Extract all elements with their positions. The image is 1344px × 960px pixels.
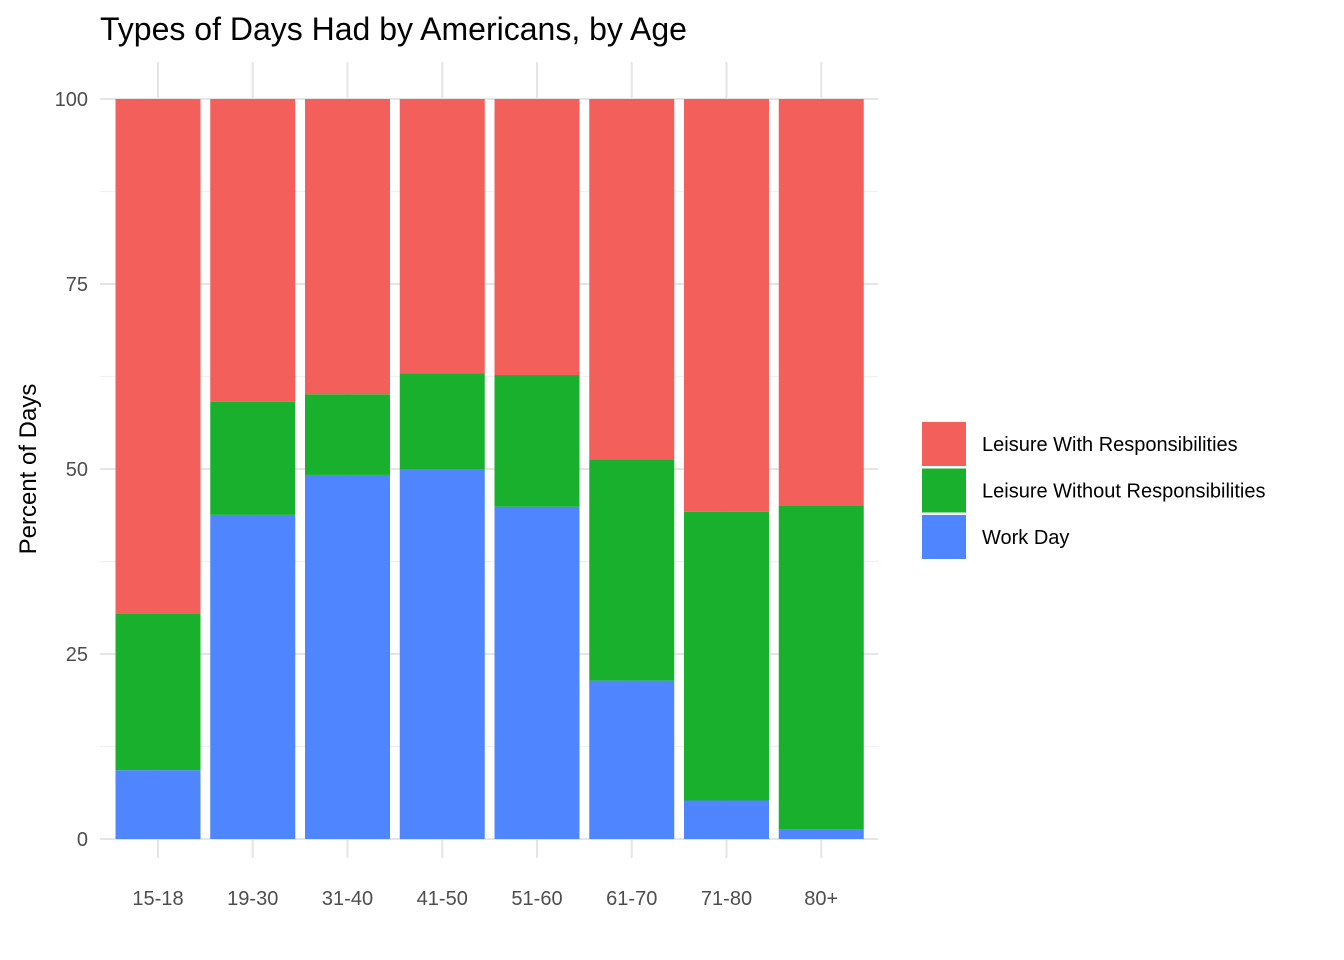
bar-leisure-without-responsibilities-51-60 <box>494 375 580 507</box>
legend: Leisure With Responsibilities Leisure Wit… <box>922 422 1265 559</box>
bar-leisure-with-responsibilities-71-80 <box>684 99 769 512</box>
bar-leisure-without-responsibilities-41-50 <box>399 373 485 470</box>
bar-leisure-without-responsibilities-31-40 <box>305 394 390 475</box>
y-tick-label: 50 <box>66 459 88 481</box>
bar-work-day-15-18 <box>115 770 201 839</box>
bar-leisure-without-responsibilities-80plus <box>778 506 864 830</box>
x-tick-label: 15-18 <box>132 888 183 910</box>
bar-leisure-with-responsibilities-61-70 <box>589 99 675 460</box>
y-axis-ticks: 0 25 50 75 100 <box>55 89 88 851</box>
y-tick-label: 100 <box>55 89 88 111</box>
bar-leisure-without-responsibilities-15-18 <box>115 613 201 771</box>
bar-leisure-with-responsibilities-31-40 <box>305 99 390 395</box>
bar-leisure-with-responsibilities-41-50 <box>399 99 485 374</box>
x-axis-ticks: 15-18 19-30 31-40 41-50 51-60 61-70 71-80 80+ <box>132 888 838 910</box>
x-tick-label: 80+ <box>804 888 838 910</box>
bar-leisure-without-responsibilities-61-70 <box>589 459 675 681</box>
bar-leisure-without-responsibilities-71-80 <box>684 511 769 801</box>
y-tick-label: 75 <box>66 274 88 296</box>
legend-label-work-day: Work Day <box>982 527 1069 549</box>
bar-leisure-with-responsibilities-80plus <box>778 99 864 506</box>
x-tick-label: 31-40 <box>322 888 373 910</box>
bar-work-day-51-60 <box>494 506 580 839</box>
x-tick-label: 19-30 <box>227 888 278 910</box>
y-axis-label: Percent of Days <box>15 384 42 555</box>
bars <box>115 99 864 839</box>
y-tick-label: 0 <box>77 829 88 851</box>
bar-leisure-with-responsibilities-15-18 <box>115 99 201 614</box>
x-tick-label: 71-80 <box>701 888 752 910</box>
legend-key-leisure-without-responsibilities <box>922 468 966 513</box>
bar-work-day-71-80 <box>684 800 769 839</box>
bar-work-day-61-70 <box>589 680 675 839</box>
legend-key-work-day <box>922 515 966 559</box>
bar-work-day-80plus <box>778 829 864 839</box>
bar-work-day-31-40 <box>305 474 390 839</box>
legend-label-leisure-without-responsibilities: Leisure Without Responsibilities <box>982 481 1265 503</box>
legend-key-leisure-with-responsibilities <box>922 422 966 466</box>
bar-leisure-with-responsibilities-51-60 <box>494 99 580 376</box>
bar-work-day-41-50 <box>399 469 485 839</box>
bar-leisure-with-responsibilities-19-30 <box>210 99 296 402</box>
x-tick-label: 41-50 <box>417 888 468 910</box>
bar-work-day-19-30 <box>210 514 296 839</box>
legend-label-leisure-with-responsibilities: Leisure With Responsibilities <box>982 434 1238 456</box>
chart-title: Types of Days Had by Americans, by Age <box>100 11 687 47</box>
y-tick-label: 25 <box>66 644 88 666</box>
x-tick-label: 61-70 <box>606 888 657 910</box>
x-tick-label: 51-60 <box>511 888 562 910</box>
bar-leisure-without-responsibilities-19-30 <box>210 401 296 515</box>
